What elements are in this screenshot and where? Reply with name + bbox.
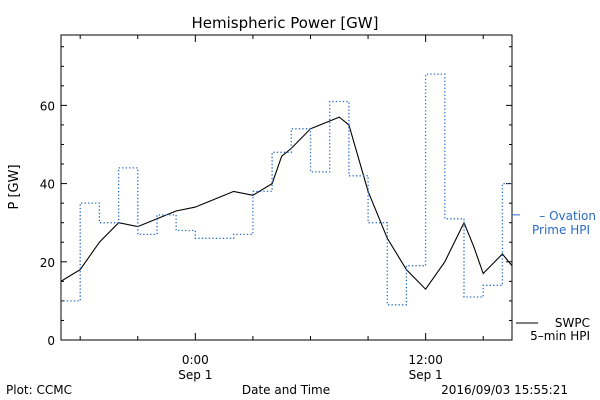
- x-tick-time: 0:00: [182, 353, 209, 367]
- footer-left: Plot: CCMC: [6, 383, 72, 397]
- x-tick-date: Sep 1: [409, 368, 443, 382]
- swpc-legend-label: SWPC: [555, 316, 590, 330]
- y-tick-label: 20: [40, 256, 55, 270]
- x-axis-label: Date and Time: [242, 383, 330, 397]
- ovation-legend-label-2: Prime HPI: [532, 223, 590, 237]
- y-axis-label: P [GW]: [7, 164, 22, 209]
- series-ovation-prime-line: [61, 73, 512, 306]
- x-tick-date: Sep 1: [178, 368, 212, 382]
- chart-title: Hemispheric Power [GW]: [192, 14, 379, 32]
- y-axis-ticks: 0 20 40 60: [40, 46, 512, 348]
- swpc-legend-label-2: 5–min HPI: [530, 329, 590, 343]
- footer-right: 2016/09/03 15:55:21: [441, 383, 568, 397]
- plot-frame: [60, 34, 513, 341]
- series-layer: [61, 73, 512, 306]
- x-tick-time: 12:00: [408, 353, 443, 367]
- y-tick-label: 60: [40, 99, 55, 113]
- y-tick-label: 40: [40, 178, 55, 192]
- y-tick-label: 0: [47, 334, 55, 348]
- series-swpc-line: [61, 116, 512, 291]
- ovation-legend-label: – Ovation: [539, 209, 596, 223]
